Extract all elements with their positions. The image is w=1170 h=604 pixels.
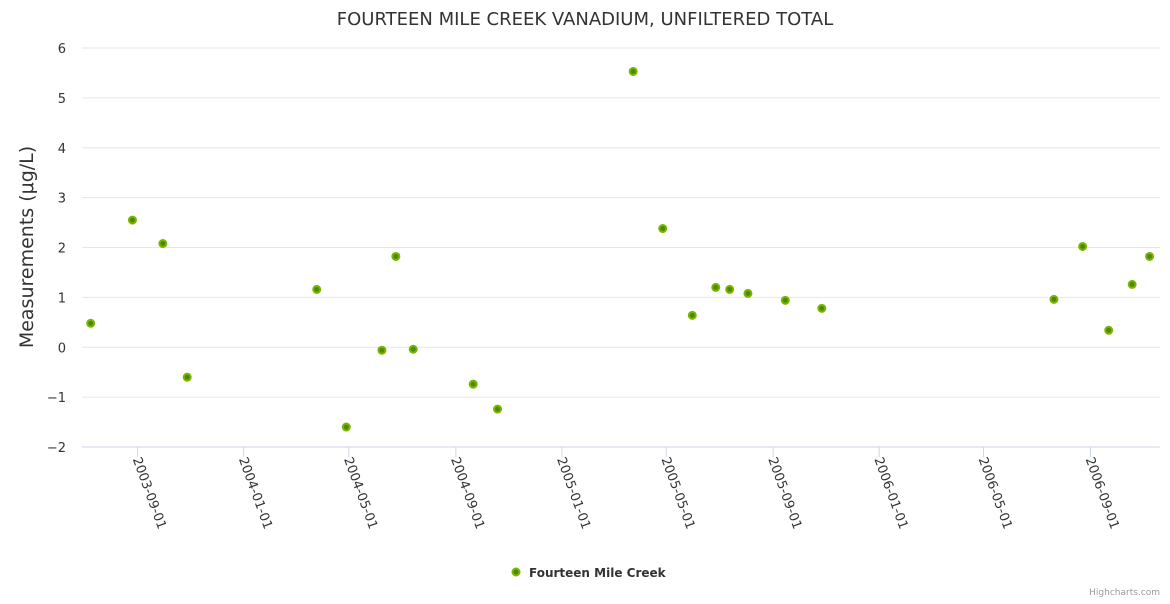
gridlines xyxy=(82,47,1160,448)
data-point[interactable] xyxy=(158,239,168,249)
data-point[interactable] xyxy=(127,215,137,225)
y-tick-label: −2 xyxy=(47,441,66,456)
data-point[interactable] xyxy=(408,344,418,354)
x-tick-label: 2006-05-01 xyxy=(975,455,1015,531)
data-point[interactable] xyxy=(182,372,192,382)
data-point[interactable] xyxy=(86,318,96,328)
data-point[interactable] xyxy=(1127,279,1137,289)
y-axis-ticks: 6 5 4 3 2 1 0 −1 −2 xyxy=(47,42,66,456)
y-tick-label: 3 xyxy=(58,192,66,207)
x-tick-label: 2003-09-01 xyxy=(129,455,169,531)
x-tick-label: 2006-09-01 xyxy=(1082,455,1122,531)
x-axis-ticks: 2003-09-01 2004-01-01 2004-05-01 2004-09-01… xyxy=(129,447,1122,531)
data-point[interactable] xyxy=(377,345,387,355)
data-point[interactable] xyxy=(711,282,721,292)
x-tick-label: 2005-09-01 xyxy=(764,455,804,531)
y-tick-label: −1 xyxy=(47,391,66,406)
x-tick-label: 2004-09-01 xyxy=(447,455,487,531)
data-point[interactable] xyxy=(468,379,478,389)
data-point[interactable] xyxy=(312,284,322,294)
chart-title: FOURTEEN MILE CREEK VANADIUM, UNFILTERED… xyxy=(337,9,834,30)
y-tick-label: 5 xyxy=(58,92,66,107)
data-point[interactable] xyxy=(817,303,827,313)
data-point[interactable] xyxy=(658,224,668,234)
y-tick-label: 2 xyxy=(58,242,66,257)
x-tick-label: 2004-01-01 xyxy=(235,455,275,531)
y-tick-label: 0 xyxy=(58,341,66,356)
data-point[interactable] xyxy=(1145,251,1155,261)
data-point[interactable] xyxy=(628,66,638,76)
data-point[interactable] xyxy=(391,251,401,261)
data-point[interactable] xyxy=(743,288,753,298)
data-point[interactable] xyxy=(493,404,503,414)
y-tick-label: 1 xyxy=(58,291,66,306)
y-tick-label: 4 xyxy=(58,142,66,157)
data-point[interactable] xyxy=(1104,325,1114,335)
data-point[interactable] xyxy=(687,310,697,320)
x-tick-label: 2005-01-01 xyxy=(553,455,593,531)
legend-marker xyxy=(511,567,521,577)
legend-item[interactable]: Fourteen Mile Creek xyxy=(511,566,667,580)
x-tick-label: 2005-05-01 xyxy=(657,455,697,531)
x-tick-label: 2006-01-01 xyxy=(870,455,910,531)
credits-link[interactable]: Highcharts.com xyxy=(1089,588,1160,598)
y-tick-label: 6 xyxy=(58,42,66,57)
x-tick-label: 2004-05-01 xyxy=(340,455,380,531)
y-axis-label: Measurements (μg/L) xyxy=(16,146,38,348)
legend-label[interactable]: Fourteen Mile Creek xyxy=(529,566,667,580)
series-points xyxy=(86,66,1155,432)
data-point[interactable] xyxy=(725,284,735,294)
data-point[interactable] xyxy=(1049,294,1059,304)
data-point[interactable] xyxy=(341,422,351,432)
data-point[interactable] xyxy=(780,295,790,305)
data-point[interactable] xyxy=(1078,242,1088,252)
